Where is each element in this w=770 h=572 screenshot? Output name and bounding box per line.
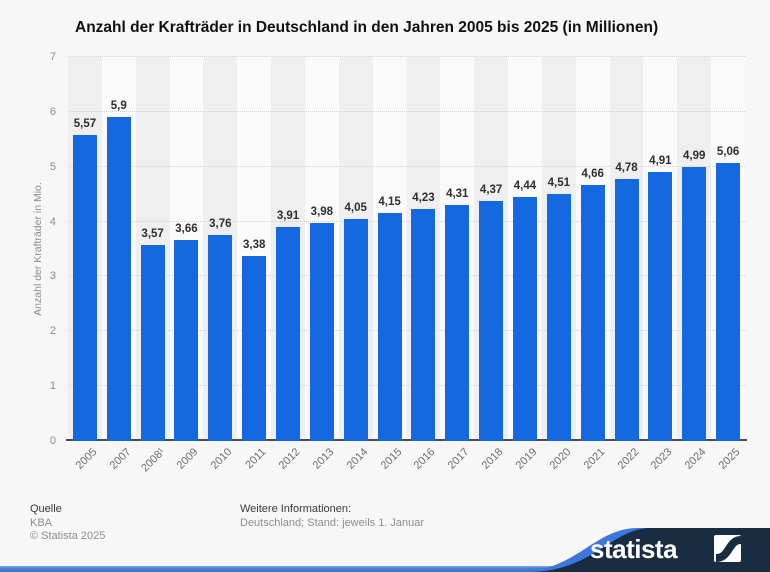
statista-wordmark: statista	[590, 534, 678, 564]
y-tick-label: 0	[49, 435, 56, 447]
info-label: Weitere Informationen:	[240, 503, 352, 515]
plot-area: 5,57 5,9 3,57 3,66 3,76 3,38 3,91 3,98 4,05 4,15 4…	[68, 56, 745, 441]
bar-value-label: 4,15	[378, 196, 401, 209]
source-block: Quelle KBA © Statista 2025	[30, 503, 105, 543]
bar-value-label: 4,31	[446, 187, 469, 200]
bar-value-label: 4,44	[513, 180, 537, 193]
bar	[614, 178, 639, 441]
bar-value-label: 4,05	[344, 201, 367, 214]
bar-value-label: 4,99	[683, 150, 706, 163]
bar-value-label: 3,98	[310, 205, 334, 218]
source-label: Quelle	[30, 503, 62, 515]
statista-logo-banner: statista	[518, 528, 770, 572]
bar	[648, 171, 673, 441]
bar	[242, 255, 267, 441]
y-tick-label: 6	[49, 105, 56, 118]
gridline	[68, 165, 745, 167]
info-block: Weitere Informationen: Deutschland; Stan…	[240, 503, 424, 530]
y-tick-label: 5	[49, 160, 56, 173]
bar	[445, 204, 470, 441]
bar	[716, 163, 741, 441]
y-tick-label: 4	[49, 215, 56, 228]
bar-value-label: 4,66	[581, 168, 604, 181]
gridline	[68, 330, 745, 332]
bar	[140, 245, 165, 441]
gridline	[68, 110, 745, 112]
bar-value-label: 4,23	[412, 191, 435, 204]
chart-title: Anzahl der Krafträder in Deutschland in …	[75, 19, 659, 36]
gridline	[68, 385, 745, 387]
copyright-text: © Statista 2025	[30, 530, 106, 542]
bar	[208, 234, 233, 441]
bar	[377, 213, 402, 441]
bar-value-label: 3,76	[209, 217, 232, 230]
bar	[309, 222, 334, 441]
y-tick-label: 3	[49, 270, 56, 283]
bar-value-label: 3,91	[276, 209, 300, 222]
bar	[580, 185, 605, 441]
bar-value-label: 5,9	[110, 100, 127, 113]
gridline	[68, 56, 745, 57]
bar-value-label: 4,91	[649, 154, 672, 167]
bar	[343, 218, 368, 441]
bar	[479, 201, 504, 441]
x-axis-line	[66, 439, 747, 441]
y-tick-label: 7	[49, 51, 56, 63]
bar	[682, 167, 707, 441]
bar	[411, 208, 436, 441]
statista-logo-icon-wave	[715, 536, 742, 562]
bar-value-label: 5,57	[73, 118, 97, 131]
y-tick-label: 1	[49, 380, 56, 393]
bar	[546, 193, 571, 441]
bar-value-label: 4,78	[615, 161, 638, 174]
bar-value-label: 5,06	[716, 146, 740, 159]
bottom-accent-strip	[0, 566, 770, 572]
bar	[276, 226, 301, 441]
banner-navy-shape	[528, 528, 770, 572]
info-value: Deutschland; Stand: jeweils 1. Januar	[240, 517, 425, 529]
bar-value-label: 4,51	[547, 176, 571, 189]
bar	[72, 135, 97, 441]
bar	[512, 197, 537, 441]
y-tick-label: 2	[49, 325, 56, 338]
bar-value-label: 3,38	[242, 238, 266, 251]
gridline	[68, 220, 745, 222]
bar	[106, 117, 131, 441]
bar-value-label: 3,66	[175, 223, 198, 236]
bar	[174, 240, 199, 441]
bar-value-label: 3,57	[141, 228, 164, 241]
source-value: KBA	[30, 517, 53, 529]
gridline	[68, 275, 745, 277]
bar-value-label: 4,37	[479, 184, 503, 197]
